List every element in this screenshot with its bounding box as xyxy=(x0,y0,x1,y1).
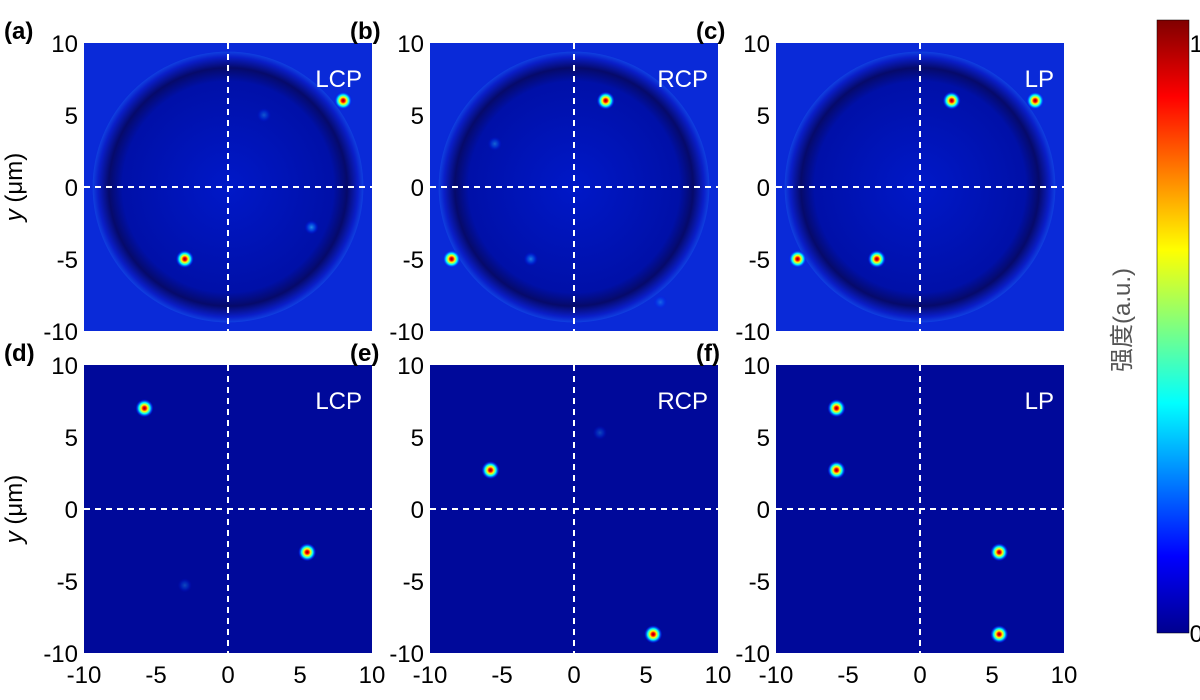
intensity-spot xyxy=(596,91,615,110)
y-axis-label: y (μm) xyxy=(1,153,28,223)
intensity-spot xyxy=(177,578,192,593)
intensity-spot xyxy=(827,461,846,480)
intensity-spot xyxy=(523,252,538,266)
polarization-label: LCP xyxy=(315,388,362,415)
y-tick-label: -10 xyxy=(735,641,770,668)
y-tick-label: 5 xyxy=(65,425,78,452)
y-tick-label: 10 xyxy=(743,353,770,380)
y-tick-label: -10 xyxy=(43,319,78,346)
panel-letter: (c) xyxy=(696,18,725,45)
y-tick-label: 10 xyxy=(397,353,424,380)
x-tick-label: -5 xyxy=(837,662,858,689)
colorbar: 1 0 强度(a.u.) xyxy=(1109,19,1200,648)
x-tick-label: -10 xyxy=(759,662,794,689)
intensity-spot xyxy=(592,425,607,440)
y-tick-label: -5 xyxy=(749,569,770,596)
intensity-spot xyxy=(481,461,500,480)
x-tick-label: 0 xyxy=(567,662,580,689)
colorbar-gradient xyxy=(1156,19,1190,634)
polarization-label: RCP xyxy=(657,388,708,415)
intensity-spot xyxy=(942,91,961,110)
y-tick-label: 10 xyxy=(743,31,770,58)
x-tick-label: -10 xyxy=(67,662,102,689)
x-tick-label: 5 xyxy=(985,662,998,689)
y-tick-label: 0 xyxy=(65,497,78,524)
x-tick-label: 5 xyxy=(293,662,306,689)
x-tick-label: -10 xyxy=(413,662,448,689)
intensity-spot xyxy=(827,399,846,418)
x-tick-label: 10 xyxy=(359,662,386,689)
polarization-label: LP xyxy=(1025,388,1054,415)
x-tick-label: 5 xyxy=(639,662,652,689)
panel-letter: (a) xyxy=(4,18,33,45)
y-tick-label: -10 xyxy=(43,641,78,668)
intensity-spot xyxy=(304,220,319,235)
intensity-spot xyxy=(1026,91,1045,110)
y-tick-label: 0 xyxy=(757,497,770,524)
panel-1: LCP (a) 10 5 0 -5 -10 y (μm) xyxy=(1,18,372,346)
x-tick-label: 10 xyxy=(1051,662,1078,689)
y-tick-label: 0 xyxy=(411,497,424,524)
y-tick-label: -5 xyxy=(403,247,424,274)
heatmap-panels: LCP (a) 10 5 0 -5 -10 y (μm) RCP (b) 10 5 0 -5 -10 LP (c… xyxy=(1,18,1078,700)
intensity-spot xyxy=(334,91,353,110)
y-tick-label: -10 xyxy=(735,319,770,346)
panel-letter: (d) xyxy=(4,340,35,367)
intensity-spot xyxy=(257,108,271,122)
x-tick-label: 0 xyxy=(913,662,926,689)
colorbar-tick-top: 1 xyxy=(1190,31,1200,58)
x-tick-label: 0 xyxy=(221,662,234,689)
y-axis-label: y (μm) xyxy=(1,475,28,545)
panel-letter: (e) xyxy=(350,340,379,367)
panel-3: LP (c) 10 5 0 -5 -10 xyxy=(696,18,1064,346)
y-tick-label: 5 xyxy=(411,425,424,452)
x-tick-label: -5 xyxy=(145,662,166,689)
x-tick-label: 10 xyxy=(705,662,732,689)
y-tick-label: -5 xyxy=(749,247,770,274)
intensity-spot xyxy=(135,399,154,418)
y-tick-label: -10 xyxy=(389,319,424,346)
intensity-spot xyxy=(653,295,668,310)
intensity-spot xyxy=(298,543,317,562)
y-tick-label: 5 xyxy=(411,103,424,130)
panel-letter: (f) xyxy=(696,340,720,367)
y-tick-label: 10 xyxy=(397,31,424,58)
intensity-spot xyxy=(175,250,194,268)
y-tick-label: 5 xyxy=(757,425,770,452)
y-tick-label: -5 xyxy=(57,569,78,596)
colorbar-tick-bottom: 0 xyxy=(1190,621,1200,648)
panel-2: RCP (b) 10 5 0 -5 -10 xyxy=(350,18,718,346)
y-tick-label: 5 xyxy=(757,103,770,130)
y-tick-label: -5 xyxy=(403,569,424,596)
y-tick-label: 10 xyxy=(51,31,78,58)
panel-letter: (b) xyxy=(350,18,381,45)
y-tick-label: 0 xyxy=(411,175,424,202)
y-tick-label: -5 xyxy=(57,247,78,274)
x-tick-label: -5 xyxy=(491,662,512,689)
y-tick-label: 5 xyxy=(65,103,78,130)
polarization-label: LP xyxy=(1025,66,1054,93)
intensity-spot xyxy=(644,625,663,644)
y-tick-label: -10 xyxy=(389,641,424,668)
y-tick-label: 0 xyxy=(757,175,770,202)
intensity-spot xyxy=(867,250,886,268)
polarization-label: LCP xyxy=(315,66,362,93)
polarization-label: RCP xyxy=(657,66,708,93)
intensity-spot xyxy=(990,625,1009,644)
intensity-spot xyxy=(990,543,1009,562)
intensity-spot xyxy=(442,250,461,268)
intensity-spot xyxy=(788,250,807,268)
intensity-spot xyxy=(487,136,502,151)
colorbar-label: 强度(a.u.) xyxy=(1109,268,1136,372)
y-tick-label: 0 xyxy=(65,175,78,202)
y-tick-label: 10 xyxy=(51,353,78,380)
